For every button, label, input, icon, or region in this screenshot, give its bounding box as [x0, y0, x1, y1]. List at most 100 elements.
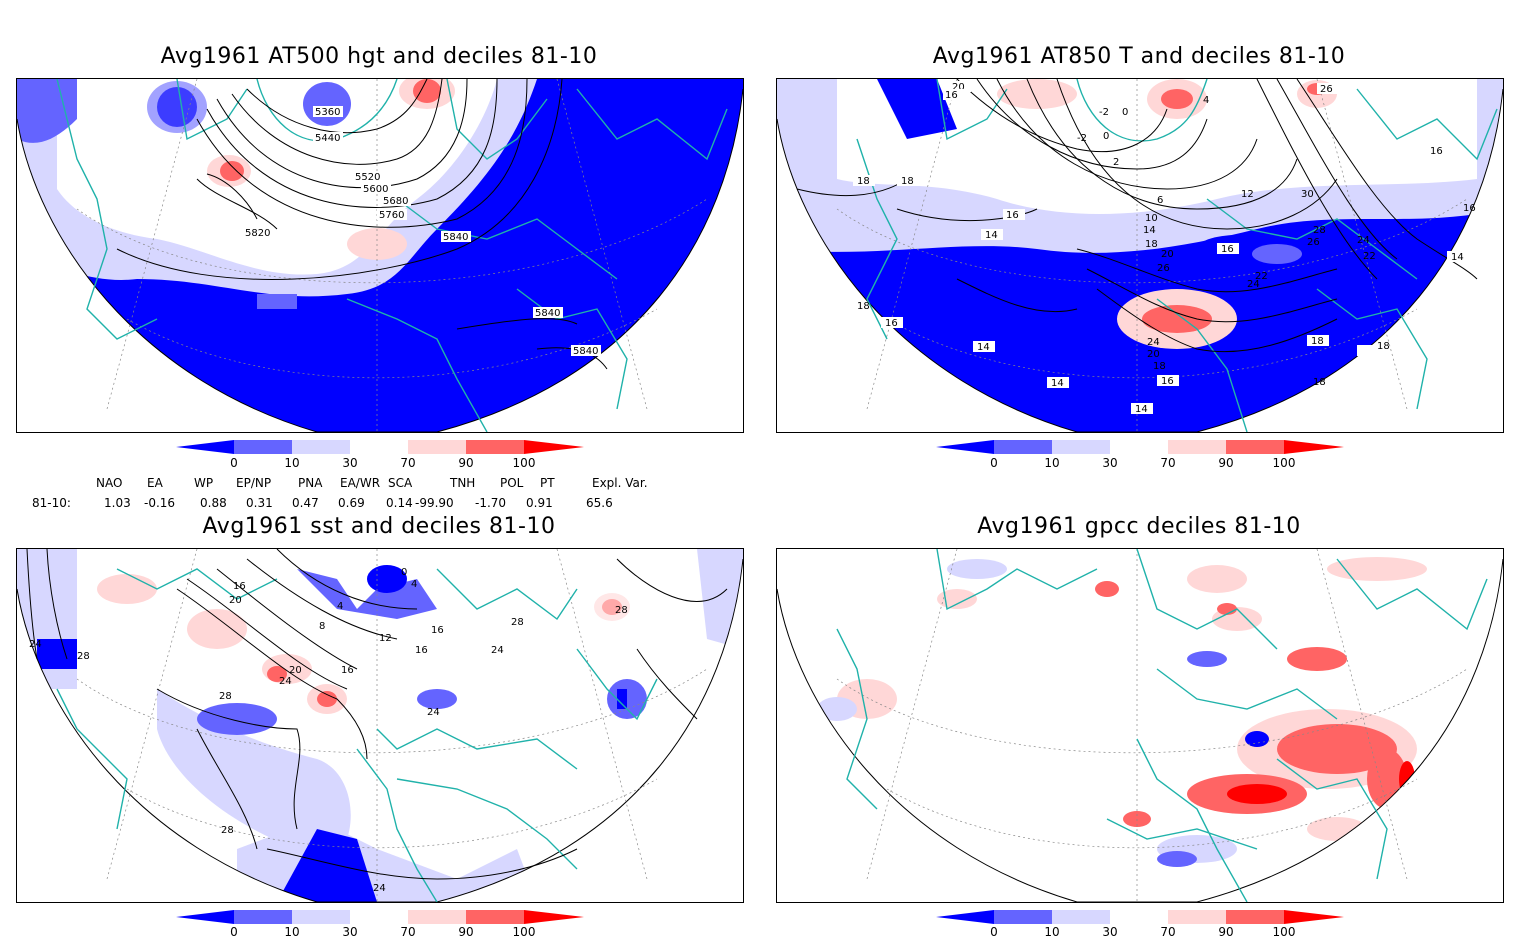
contour-label: 28	[77, 651, 90, 662]
colorbar-label: 100	[512, 925, 536, 939]
contour-label: 5360	[315, 107, 340, 118]
contour-label: 22	[1363, 251, 1376, 262]
colorbar-swatch	[1110, 440, 1168, 454]
colorbar-label: 30	[1102, 925, 1118, 939]
colorbar-label: 100	[512, 456, 536, 470]
contour-label: 28	[221, 825, 234, 836]
contour-label: 5840	[535, 308, 560, 319]
contour-label: 6	[1157, 195, 1163, 206]
contour-label: 5440	[315, 133, 340, 144]
contour-label: 5840	[573, 346, 598, 357]
contour-label: 4	[337, 601, 343, 612]
index-name: Expl. Var.	[592, 476, 648, 490]
contour-label: 20	[952, 82, 965, 93]
contour-label: 26	[1157, 263, 1170, 274]
contour-label: 28	[615, 605, 628, 616]
colorbar-label: 100	[1272, 456, 1296, 470]
colorbar-hgt: 0 10 30 70 90 100	[176, 440, 586, 476]
contour-label: 18	[1311, 336, 1324, 347]
colorbar-swatch	[466, 910, 524, 924]
map-gpcc-svg	[777, 549, 1503, 902]
colorbar-label: 100	[1272, 925, 1296, 939]
index-value: -99.90	[415, 496, 454, 510]
contour-label: 30	[1301, 189, 1314, 200]
contour-label: 4	[411, 579, 417, 590]
colorbar-label: 30	[1102, 456, 1118, 470]
colorbar-label: 90	[1218, 925, 1234, 939]
colorbar-label: 70	[1160, 456, 1176, 470]
colorbar-label: 10	[284, 456, 300, 470]
contour-label: 16	[1463, 203, 1476, 214]
map-sst-svg: 24 28 16 20 4 0 4 8 12 16 16 20 24 28 16…	[17, 549, 743, 902]
index-value: 65.6	[586, 496, 613, 510]
colorbar-swatch	[524, 440, 584, 454]
contour-label: 28	[219, 691, 232, 702]
contour-label: 18	[857, 301, 870, 312]
index-value: 0.47	[292, 496, 319, 510]
contour-label: 5840	[443, 232, 468, 243]
colorbar-gpcc: 0 10 30 70 90 100	[936, 910, 1346, 940]
contour-label: 0	[1122, 107, 1128, 118]
teleconnection-table: NAO EA WP EP/NP PNA EA/WR SCA TNH POL PT…	[0, 474, 760, 514]
contour-label: 24	[1357, 235, 1370, 246]
map-hgt-svg: 5360 5440 5520 5600 5680 5760 5820 5840 …	[17, 79, 743, 432]
contour-label: -2	[1077, 133, 1087, 144]
contour-label: 14	[977, 342, 990, 353]
colorbar-swatch	[994, 910, 1052, 924]
contour-label: 16	[341, 665, 354, 676]
colorbar-label: 0	[230, 925, 238, 939]
colorbar-swatch	[1052, 440, 1110, 454]
contour-label: 16	[415, 645, 428, 656]
contour-label: 16	[945, 90, 958, 101]
colorbar-label: 10	[1044, 456, 1060, 470]
index-name: SCA	[388, 476, 413, 490]
colorbar-swatch	[994, 440, 1052, 454]
colorbar-swatch	[292, 910, 350, 924]
index-name: POL	[500, 476, 524, 490]
contour-label: 5520	[355, 172, 380, 183]
contour-label: 16	[1221, 244, 1234, 255]
colorbar-swatch	[408, 910, 466, 924]
contour-label: 18	[1153, 361, 1166, 372]
contour-label: 14	[1051, 378, 1064, 389]
colorbar-label: 90	[1218, 456, 1234, 470]
colorbar-swatch	[936, 910, 994, 924]
colorbar-swatch	[234, 910, 292, 924]
colorbar-label: 30	[342, 925, 358, 939]
contour-label: 18	[1145, 239, 1158, 250]
index-name: NAO	[96, 476, 123, 490]
colorbar-swatch	[176, 910, 234, 924]
contour-label: 5680	[383, 196, 408, 207]
contour-label: 10	[1145, 213, 1158, 224]
contour-label: 16	[1430, 146, 1443, 157]
contour-label: -2	[1099, 107, 1109, 118]
contour-label: 24	[279, 676, 292, 687]
map-hgt: 5360 5440 5520 5600 5680 5760 5820 5840 …	[16, 78, 744, 433]
colorbar-swatch	[234, 440, 292, 454]
index-value: -0.16	[144, 496, 176, 510]
contour-label: 24	[427, 707, 440, 718]
contour-label: 24	[29, 639, 42, 650]
index-name: WP	[194, 476, 214, 490]
colorbar-label: 90	[458, 925, 474, 939]
contour-label: 18	[1313, 377, 1326, 388]
index-name: PT	[540, 476, 555, 490]
colorbar-label: 70	[1160, 925, 1176, 939]
colorbar-swatch	[350, 910, 408, 924]
colorbar-label: 10	[1044, 925, 1060, 939]
index-value: 0.69	[338, 496, 365, 510]
index-value: 0.14	[386, 496, 413, 510]
contour-label: 14	[1143, 225, 1156, 236]
colorbar-label: 0	[230, 456, 238, 470]
contour-label: 16	[431, 625, 444, 636]
colorbar-label: 10	[284, 925, 300, 939]
index-value: 0.91	[526, 496, 553, 510]
colorbar-swatch	[1110, 910, 1168, 924]
colorbar-label: 0	[990, 456, 998, 470]
contour-label: 5600	[363, 184, 388, 195]
row-label: 81-10:	[32, 496, 71, 510]
contour-label: 24	[1147, 337, 1160, 348]
contour-label: 26	[1320, 84, 1333, 95]
colorbar-label: 70	[400, 925, 416, 939]
contour-label: 20	[229, 595, 242, 606]
